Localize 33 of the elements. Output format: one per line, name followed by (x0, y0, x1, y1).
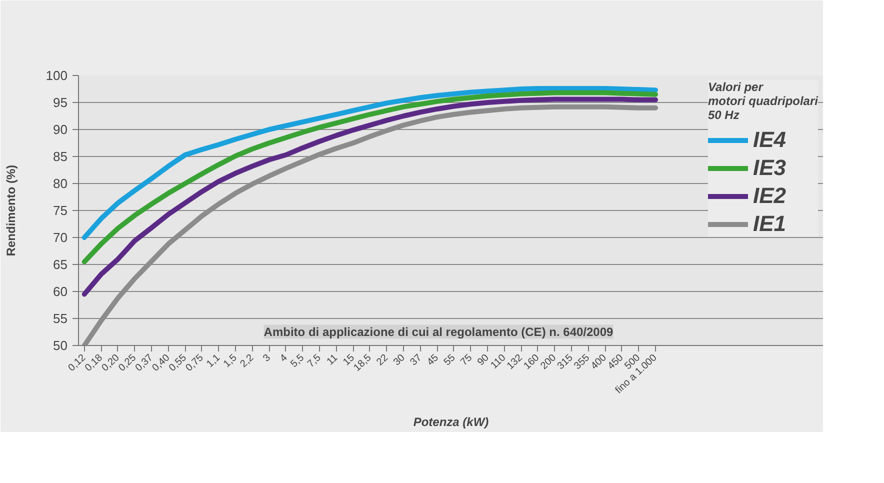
x-tick-label: 45 (425, 352, 442, 368)
x-tick-label: 55 (442, 352, 458, 368)
x-tick-label: 75 (458, 352, 475, 368)
x-tick-label: 7,5 (306, 352, 324, 370)
x-tick-label: 5,5 (288, 352, 307, 370)
x-tick-label: 4 (278, 352, 290, 364)
x-tick-label: 30 (392, 352, 408, 368)
x-axis-title: Potenza (kW) (413, 415, 489, 430)
y-tick-label: 65 (53, 257, 68, 272)
y-tick-label: 100 (46, 68, 68, 83)
y-tick-label: 60 (53, 284, 68, 299)
y-tick-label: 90 (53, 122, 68, 137)
x-tick-label: 3 (261, 352, 274, 364)
y-tick-label: 95 (53, 95, 68, 110)
x-tick-label: 2,2 (238, 352, 256, 370)
x-tick-label: 11 (325, 352, 340, 368)
annotation: Ambito di applicazione di cui al regolamento (CE) n. 640/2009 (264, 324, 614, 339)
y-tick-label: 80 (53, 176, 68, 191)
y-tick-label: 50 (53, 338, 68, 353)
legend-title: Valori per motori quadripolari 50 Hz (708, 80, 818, 122)
legend-label: IE2 (752, 183, 786, 209)
x-tick-label: 1,5 (222, 352, 240, 370)
legend-label: IE3 (752, 155, 786, 181)
y-tick-label: 55 (53, 311, 68, 326)
x-tick-label: 37 (408, 352, 424, 368)
x-tick-label: 1,1 (204, 352, 223, 370)
legend-label: IE4 (752, 127, 786, 153)
y-tick-label: 85 (53, 149, 68, 164)
legend-label: IE1 (752, 211, 786, 237)
x-tick-label: 22 (374, 352, 391, 368)
y-axis-title: Rendimento (%) (4, 164, 18, 256)
y-tick-label: 75 (53, 203, 68, 218)
y-tick-label: 70 (53, 230, 68, 245)
